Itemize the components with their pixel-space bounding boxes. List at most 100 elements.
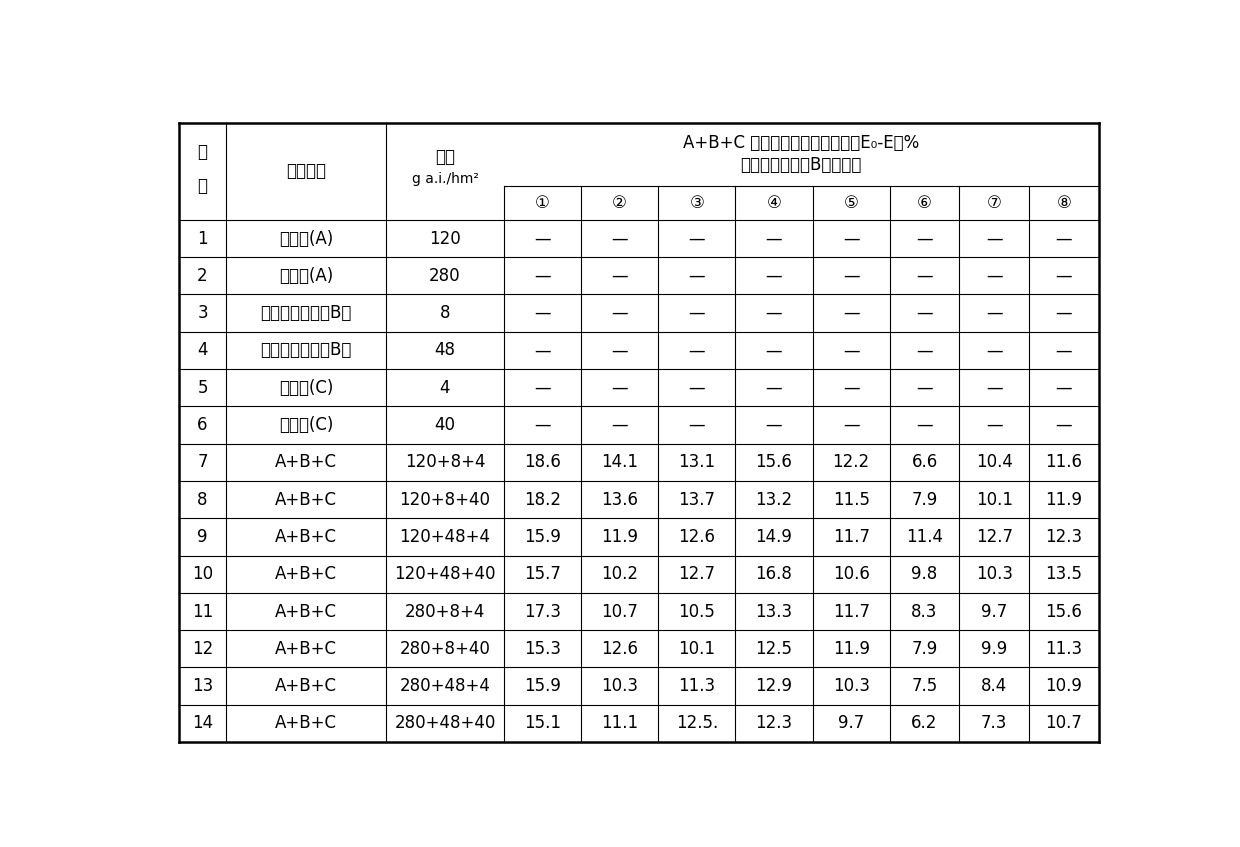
- Text: 10.7: 10.7: [601, 602, 639, 621]
- Text: —: —: [1055, 267, 1073, 285]
- Text: 12.7: 12.7: [678, 565, 715, 584]
- Text: —: —: [611, 379, 627, 396]
- Text: 11: 11: [192, 602, 213, 621]
- Text: 吵啊类除草剂（B）: 吵啊类除草剂（B）: [260, 304, 352, 322]
- Text: 3: 3: [197, 304, 208, 322]
- Text: 280: 280: [429, 267, 461, 285]
- Text: 10.3: 10.3: [601, 677, 639, 695]
- Text: 7.9: 7.9: [911, 639, 937, 658]
- Text: 11.5: 11.5: [832, 490, 869, 509]
- Text: —: —: [916, 416, 932, 434]
- Text: A+B+C: A+B+C: [275, 714, 337, 733]
- Text: 10.3: 10.3: [976, 565, 1013, 584]
- Text: 10.4: 10.4: [976, 453, 1013, 471]
- Text: A+B+C 混剂处理的存活率差值（E₀-E）%: A+B+C 混剂处理的存活率差值（E₀-E）%: [683, 134, 919, 152]
- Text: A+B+C: A+B+C: [275, 602, 337, 621]
- Text: ②: ②: [613, 194, 627, 212]
- Text: 12.3: 12.3: [1045, 528, 1083, 546]
- Text: 9.7: 9.7: [981, 602, 1007, 621]
- Text: 120+8+40: 120+8+40: [399, 490, 491, 509]
- Text: —: —: [765, 267, 782, 285]
- Text: ⑥: ⑥: [918, 194, 932, 212]
- Text: 280+8+40: 280+8+40: [399, 639, 490, 658]
- Text: 10.6: 10.6: [833, 565, 869, 584]
- Text: —: —: [986, 267, 1002, 285]
- Text: 11.9: 11.9: [1045, 490, 1083, 509]
- Text: 8.3: 8.3: [911, 602, 937, 621]
- Text: 8: 8: [440, 304, 450, 322]
- Text: 号: 号: [197, 177, 207, 195]
- Text: ⑦: ⑦: [987, 194, 1002, 212]
- Text: 10.2: 10.2: [601, 565, 639, 584]
- Text: 12.5.: 12.5.: [676, 714, 718, 733]
- Text: 12.9: 12.9: [755, 677, 792, 695]
- Text: 11.1: 11.1: [601, 714, 639, 733]
- Text: —: —: [1055, 416, 1073, 434]
- Text: —: —: [688, 379, 706, 396]
- Text: 10.1: 10.1: [678, 639, 715, 658]
- Text: 280+48+40: 280+48+40: [394, 714, 496, 733]
- Text: 11.9: 11.9: [832, 639, 869, 658]
- Text: —: —: [1055, 341, 1073, 359]
- Text: 11.7: 11.7: [832, 602, 869, 621]
- Text: ④: ④: [766, 194, 781, 212]
- Text: —: —: [843, 341, 859, 359]
- Text: 7: 7: [197, 453, 208, 471]
- Text: 280+8+4: 280+8+4: [404, 602, 485, 621]
- Text: 120+8+4: 120+8+4: [404, 453, 485, 471]
- Text: 草甘膚(A): 草甘膚(A): [279, 230, 334, 247]
- Text: 4: 4: [440, 379, 450, 396]
- Text: —: —: [765, 416, 782, 434]
- Text: 15.9: 15.9: [525, 677, 560, 695]
- Text: —: —: [986, 304, 1002, 322]
- Text: 18.6: 18.6: [525, 453, 560, 471]
- Text: 2: 2: [197, 267, 208, 285]
- Text: 12.6: 12.6: [601, 639, 639, 658]
- Text: —: —: [1055, 304, 1073, 322]
- Text: 40: 40: [434, 416, 455, 434]
- Text: 12: 12: [192, 639, 213, 658]
- Text: —: —: [611, 416, 627, 434]
- Text: 280+48+4: 280+48+4: [399, 677, 490, 695]
- Text: —: —: [916, 379, 932, 396]
- Text: —: —: [843, 267, 859, 285]
- Text: 1: 1: [197, 230, 208, 247]
- Text: —: —: [611, 230, 627, 247]
- Text: —: —: [916, 341, 932, 359]
- Text: —: —: [916, 304, 932, 322]
- Text: —: —: [843, 230, 859, 247]
- Text: —: —: [765, 341, 782, 359]
- Text: 10.5: 10.5: [678, 602, 715, 621]
- Text: 药剂名称: 药剂名称: [286, 162, 326, 180]
- Text: A+B+C: A+B+C: [275, 453, 337, 471]
- Text: 9.9: 9.9: [981, 639, 1007, 658]
- Text: —: —: [611, 267, 627, 285]
- Text: 11.3: 11.3: [678, 677, 715, 695]
- Text: 吵啊类除草剂（B）: 吵啊类除草剂（B）: [260, 341, 352, 359]
- Text: A+B+C: A+B+C: [275, 677, 337, 695]
- Text: 15.6: 15.6: [1045, 602, 1083, 621]
- Text: 14: 14: [192, 714, 213, 733]
- Text: 10: 10: [192, 565, 213, 584]
- Text: —: —: [765, 304, 782, 322]
- Text: 7.3: 7.3: [981, 714, 1007, 733]
- Text: —: —: [688, 416, 706, 434]
- Text: 7.5: 7.5: [911, 677, 937, 695]
- Text: —: —: [688, 341, 706, 359]
- Text: 12.5: 12.5: [755, 639, 792, 658]
- Text: 12.6: 12.6: [678, 528, 715, 546]
- Text: ①: ①: [534, 194, 549, 212]
- Text: 12.2: 12.2: [832, 453, 869, 471]
- Text: 6.2: 6.2: [911, 714, 937, 733]
- Text: —: —: [534, 230, 551, 247]
- Text: —: —: [534, 416, 551, 434]
- Text: 17.3: 17.3: [523, 602, 560, 621]
- Text: ③: ③: [689, 194, 704, 212]
- Text: 5: 5: [197, 379, 208, 396]
- Text: 11.6: 11.6: [1045, 453, 1083, 471]
- Text: 7.9: 7.9: [911, 490, 937, 509]
- Text: —: —: [986, 341, 1002, 359]
- Text: —: —: [765, 379, 782, 396]
- Text: —: —: [843, 379, 859, 396]
- Text: 吵啊类除草剂（B）的种类: 吵啊类除草剂（B）的种类: [740, 156, 862, 174]
